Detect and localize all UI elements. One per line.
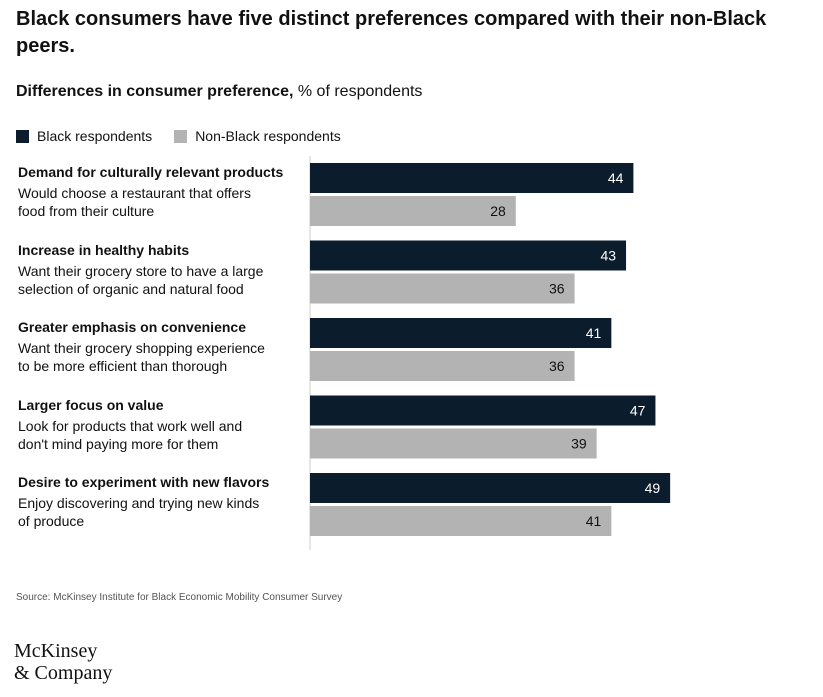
bar-nonblack [310,196,516,226]
value-label-black: 43 [600,248,616,264]
bar-nonblack [310,273,575,304]
category-description: Would choose a restaurant that offers [18,185,251,201]
category-description: Look for products that work well and [18,417,243,434]
category-heading: Demand for culturally relevant products [18,164,284,180]
bar-black [310,318,612,348]
bar-black [310,163,634,193]
source-note: Source: McKinsey Institute for Black Eco… [16,592,343,603]
legend-swatch-black [16,129,29,143]
category-description: food from their culture [18,203,155,219]
logo-line-2: & Company [14,662,113,684]
value-label-nonblack: 28 [490,203,506,219]
bar-nonblack [310,351,575,381]
bar-black [310,240,627,271]
value-label-nonblack: 36 [549,358,565,374]
category-heading: Increase in healthy habits [18,241,190,258]
bar-black [310,395,656,426]
category-description: selection of organic and natural food [18,280,244,297]
category-heading: Larger focus on value [18,396,164,413]
category-description: don't mind paying more for them [18,435,219,452]
value-label-black: 44 [608,170,624,186]
value-label-black: 49 [645,480,661,496]
category-description: of produce [18,513,85,529]
category-heading: Greater emphasis on convenience [18,319,246,335]
legend-item-nonblack: Non-Black respondents [174,127,341,145]
logo-line-1: McKinsey [14,640,98,662]
legend-label-black: Black respondents [37,128,153,144]
legend-label-nonblack: Non-Black respondents [195,128,341,144]
value-label-nonblack: 41 [586,513,602,529]
value-label-nonblack: 36 [549,281,565,297]
category-description: to be more efficient than thorough [18,358,228,374]
category-description: Want their grocery shopping experience [18,340,265,356]
category-description: Enjoy discovering and trying new kinds [18,495,260,511]
mckinsey-logo: McKinsey & Company [14,640,112,684]
legend-item-black: Black respondents [16,127,152,145]
bar-black [310,473,671,503]
subtitle-bold: Differences in consumer preference, [16,83,294,100]
bar-chart-svg: 44 28 43 36 41 36 47 39 49 41 [309,156,671,550]
bar-nonblack [310,506,612,536]
bar-nonblack [310,428,597,459]
category-heading: Desire to experiment with new flavors [18,474,270,490]
legend-swatch-nonblack [174,129,188,143]
chart-subtitle: Differences in consumer preference, % of… [16,82,422,102]
value-label-nonblack: 39 [571,436,587,452]
bar-chart: 44 28 43 36 41 36 47 39 49 41 Demand for cultural… [0,150,823,550]
legend: Black respondents Non-Black respondents [16,127,363,145]
chart-title: Black consumers have five distinct prefe… [16,8,767,57]
category-description: Want their grocery store to have a large [18,262,264,279]
subtitle-unit: % of respondents [293,83,423,100]
value-label-black: 47 [630,403,646,419]
value-label-black: 41 [586,325,602,341]
